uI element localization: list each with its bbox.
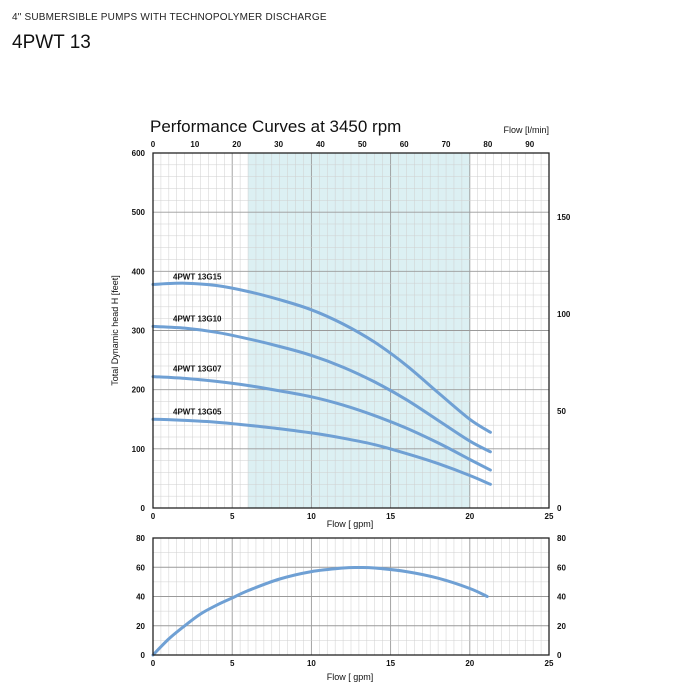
top-axis-tick-label: 50 bbox=[358, 140, 367, 149]
right-axis-tick-label: 150 bbox=[557, 213, 571, 222]
right-axis-tick-label: 100 bbox=[557, 310, 571, 319]
chart-frame bbox=[152, 152, 550, 509]
right-axis-tick-label: 60 bbox=[557, 563, 566, 572]
chart-frame bbox=[152, 537, 550, 656]
x-tick-label: 0 bbox=[151, 512, 156, 521]
top-axis-tick-label: 60 bbox=[400, 140, 409, 149]
chart-title: Performance Curves at 3450 rpm bbox=[150, 117, 401, 136]
head-curve bbox=[151, 375, 492, 472]
top-axis-tick-label: 70 bbox=[442, 140, 451, 149]
y-tick-label: 0 bbox=[141, 651, 146, 660]
top-axis-tick-label: 90 bbox=[525, 140, 534, 149]
y-tick-label: 60 bbox=[136, 563, 145, 572]
x-tick-label: 20 bbox=[465, 512, 474, 521]
top-axis-tick-label: 40 bbox=[316, 140, 325, 149]
top-axis-tick-label: 30 bbox=[274, 140, 283, 149]
x-tick-label: 0 bbox=[151, 659, 156, 668]
series-label: 4PWT 13G05 bbox=[173, 407, 222, 416]
head-curve bbox=[151, 417, 492, 486]
top-axis-tick-label: 0 bbox=[151, 140, 156, 149]
product-model: 4PWT 13 bbox=[12, 32, 91, 53]
y-tick-label: 500 bbox=[132, 208, 146, 217]
y-tick-label: 200 bbox=[132, 386, 146, 395]
x-tick-label: 10 bbox=[307, 659, 316, 668]
x-tick-label: 15 bbox=[386, 659, 395, 668]
right-axis-tick-label: 40 bbox=[557, 593, 566, 602]
right-axis-tick-label: 0 bbox=[557, 651, 562, 660]
top-axis-tick-label: 20 bbox=[232, 140, 241, 149]
top-axis-tick-label: 10 bbox=[190, 140, 199, 149]
x-tick-label: 5 bbox=[230, 512, 235, 521]
x-axis-label: Flow [ gpm] bbox=[327, 672, 374, 682]
y-tick-label: 0 bbox=[141, 504, 146, 513]
series-label: 4PWT 13G15 bbox=[173, 272, 222, 281]
y-tick-label: 400 bbox=[132, 267, 146, 276]
y-tick-label: 80 bbox=[136, 534, 145, 543]
x-tick-label: 15 bbox=[386, 512, 395, 521]
y-axis-label: Total Dynamic head H [feet] bbox=[110, 275, 120, 386]
right-axis-tick-label: 80 bbox=[557, 534, 566, 543]
x-tick-label: 25 bbox=[545, 512, 554, 521]
product-subtitle: 4" SUBMERSIBLE PUMPS WITH TECHNOPOLYMER … bbox=[12, 12, 327, 23]
x-tick-label: 10 bbox=[307, 512, 316, 521]
y-tick-label: 40 bbox=[136, 593, 145, 602]
y-tick-label: 600 bbox=[132, 149, 146, 158]
series-label: 4PWT 13G10 bbox=[173, 314, 222, 323]
top-axis-tick-label: 80 bbox=[483, 140, 492, 149]
y-tick-label: 100 bbox=[132, 445, 146, 454]
y-tick-label: 300 bbox=[132, 327, 146, 336]
right-axis-tick-label: 0 bbox=[557, 504, 562, 513]
right-axis-tick-label: 50 bbox=[557, 407, 566, 416]
x-axis-label: Flow [ gpm] bbox=[327, 519, 374, 529]
y-tick-label: 20 bbox=[136, 622, 145, 631]
head-curve bbox=[151, 281, 492, 434]
top-axis-label: Flow [l/min] bbox=[503, 125, 549, 135]
head-curve bbox=[151, 324, 492, 454]
page-header: 4" SUBMERSIBLE PUMPS WITH TECHNOPOLYMER … bbox=[12, 12, 327, 54]
series-label: 4PWT 13G07 bbox=[173, 365, 222, 374]
right-axis-tick-label: 20 bbox=[557, 622, 566, 631]
x-tick-label: 5 bbox=[230, 659, 235, 668]
x-tick-label: 25 bbox=[545, 659, 554, 668]
x-tick-label: 20 bbox=[465, 659, 474, 668]
efficiency-curve bbox=[151, 565, 489, 657]
